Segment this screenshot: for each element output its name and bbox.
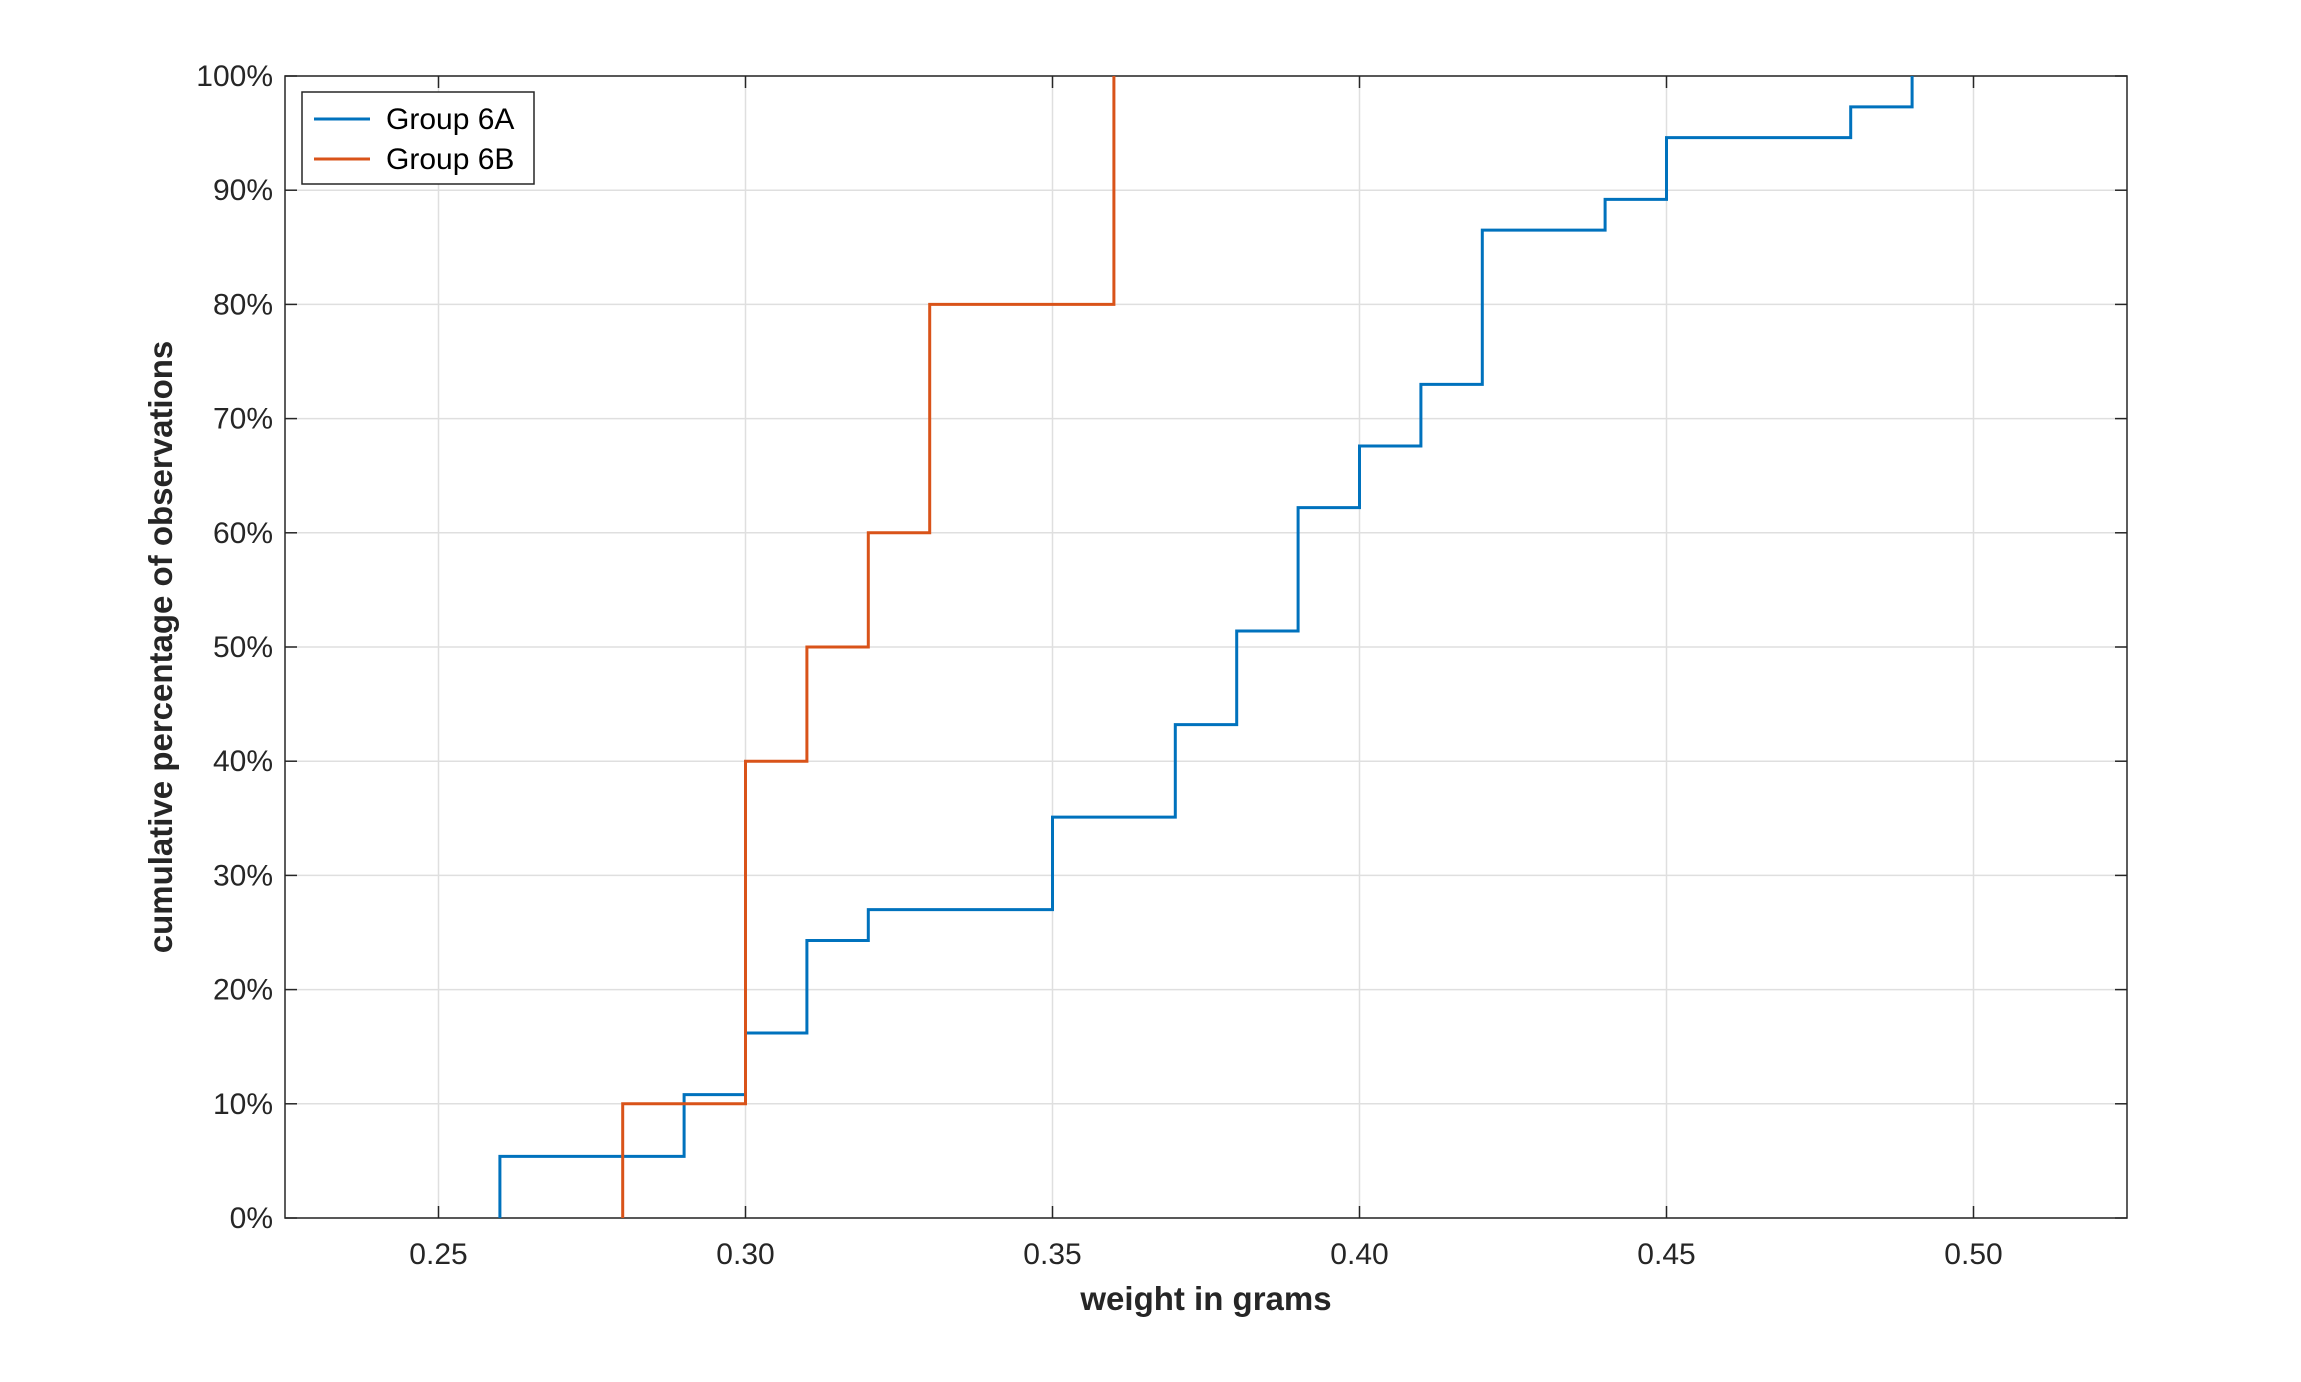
x-tick-label: 0.50 [1944,1238,2002,1271]
x-tick-label: 0.40 [1330,1238,1388,1271]
y-tick-label: 20% [213,974,273,1007]
y-tick-label: 80% [213,288,273,321]
legend-label: Group 6B [386,143,514,176]
series-line-group-6a [498,76,1914,1218]
grid [285,75,2127,1219]
y-tick-label: 60% [213,517,273,550]
legend-box [301,91,535,185]
legend-label: Group 6A [386,103,514,136]
x-tick-label: 0.35 [1023,1238,1081,1271]
x-axis-label: weight in grams [1079,1280,1331,1317]
y-tick-label: 100% [196,60,273,93]
x-tick-labels: 0.25 0.30 0.35 0.40 0.45 0.50 [409,1238,2002,1271]
y-tick-label: 30% [213,859,273,892]
legend-items: Group 6A Group 6B [314,103,514,176]
x-tick-label: 0.30 [716,1238,774,1271]
y-tick-label: 40% [213,745,273,778]
series-group [498,76,1914,1218]
ticks [285,75,2127,1219]
y-tick-labels: 0% 10% 20% 30% 40% 50% 60% 70% 80% 90% 100% [196,60,273,1235]
y-tick-label: 50% [213,631,273,664]
x-tick-label: 0.45 [1637,1238,1695,1271]
y-tick-label: 0% [230,1202,273,1235]
y-tick-label: 70% [213,403,273,436]
legend: Group 6A Group 6B [301,91,535,185]
x-tick-label: 0.25 [409,1238,467,1271]
series-line-group-6b [621,76,1116,1218]
y-axis-label: cumulative percentage of observations [142,341,179,954]
y-tick-label: 10% [213,1088,273,1121]
y-tick-label: 90% [213,174,273,207]
